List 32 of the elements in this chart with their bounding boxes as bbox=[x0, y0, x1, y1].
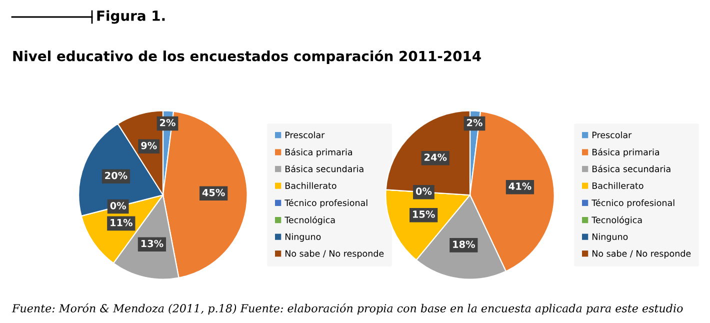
chart-title: Figura 1. bbox=[97, 10, 165, 24]
data-label: 20% bbox=[105, 172, 128, 180]
legend-label: Prescolar bbox=[592, 132, 632, 138]
legend-label: Básica primaria bbox=[285, 148, 352, 158]
legend-label: Ninguno bbox=[285, 233, 321, 242]
data-label: 11% bbox=[110, 218, 132, 226]
legend-label: Técnico profesional bbox=[592, 198, 674, 208]
text: 0% bbox=[110, 202, 126, 210]
data-label: 41% bbox=[508, 182, 532, 190]
legend-label: Prescolar bbox=[285, 132, 325, 138]
legend-label: Ninguno bbox=[592, 233, 628, 242]
source-note: Fuente: Morón & Mendoza (2011, p.18) Fuente: elaboración propia con base en la encuesta aplicada para este estudio bbox=[12, 303, 683, 315]
legend-label: Bachillerato bbox=[592, 182, 644, 189]
data-label: 18% bbox=[453, 240, 475, 248]
legend-label: No sabe / No responde bbox=[285, 250, 384, 258]
legend-label: Básica secundaria bbox=[285, 165, 364, 172]
data-label: 13% bbox=[141, 240, 164, 248]
data-label: 24% bbox=[424, 154, 447, 161]
legend-label: Tecnológica bbox=[284, 216, 335, 225]
legend-label: No sabe / No responde bbox=[592, 250, 691, 258]
data-label: 45% bbox=[202, 188, 225, 196]
data-label: 15% bbox=[413, 210, 435, 218]
legend-label: Bachillerato bbox=[285, 182, 336, 189]
text: 0% bbox=[416, 188, 432, 195]
legend-label: Técnico profesional bbox=[284, 198, 368, 208]
legend-label: Tecnológica bbox=[592, 216, 642, 225]
legend-label: Básica primaria bbox=[592, 148, 660, 158]
data-label: 2% bbox=[467, 118, 482, 126]
data-label: 9% bbox=[141, 142, 157, 150]
legend-label: Básica secundaria bbox=[592, 165, 670, 172]
chart-subtitle: Nivel educativo de los encuestados comparación 2011-2014 bbox=[13, 50, 481, 64]
data-label: 2% bbox=[160, 118, 176, 126]
